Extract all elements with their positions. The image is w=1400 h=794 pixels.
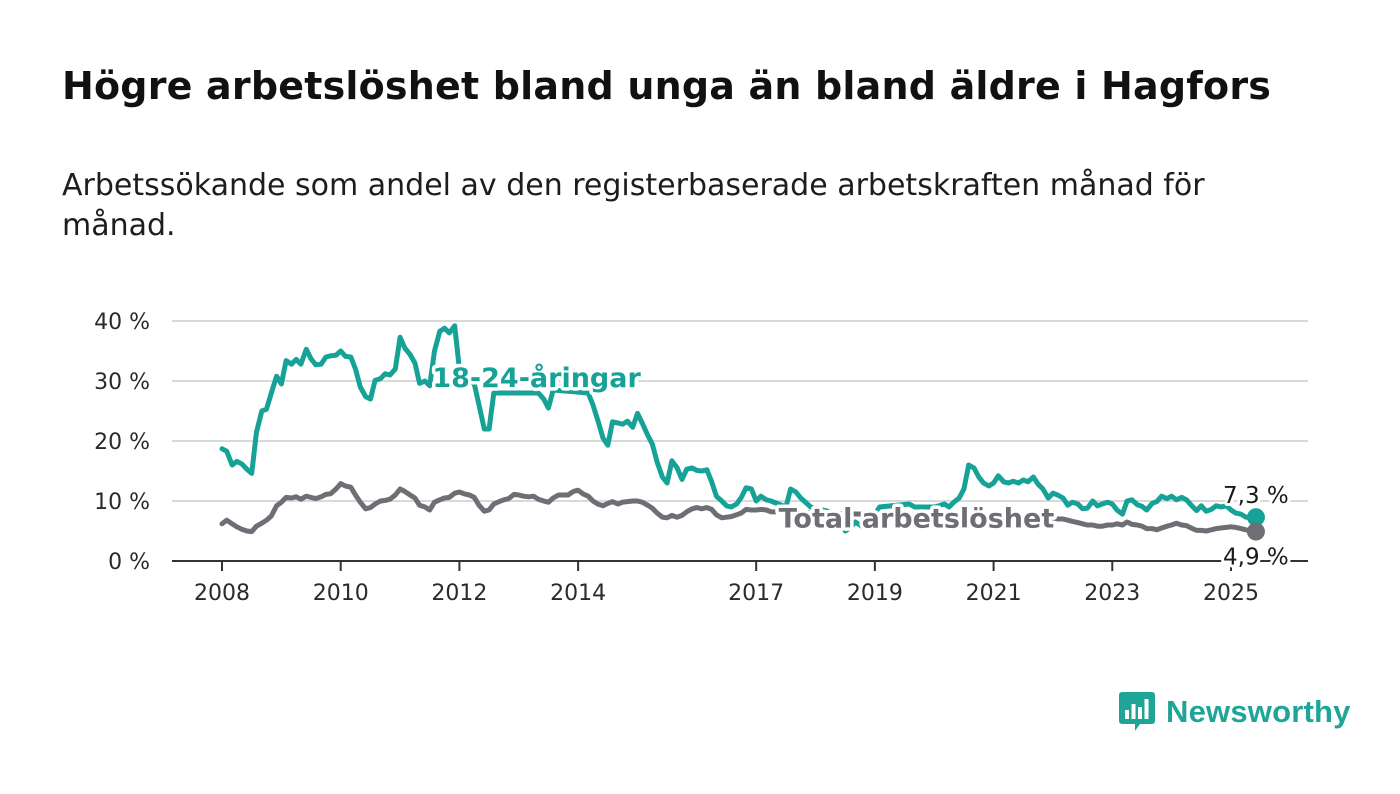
- logo-text: Newsworthy: [1166, 694, 1351, 729]
- series-label-total: Total arbetslöshet: [779, 503, 1055, 534]
- x-axis-ticks: 2008 2010 2012 2014 2017 2019 2021 2023 2025: [172, 560, 1308, 606]
- end-value-halo: 4,9 %: [1223, 545, 1289, 571]
- end-dot-youth: [1246, 508, 1265, 527]
- x-tick-label: 2012: [431, 581, 487, 606]
- x-tick-label: 2021: [966, 581, 1022, 606]
- y-tick-label: 40 %: [94, 310, 150, 335]
- y-tick-label: 30 %: [94, 370, 150, 395]
- end-dot-total: [1246, 522, 1265, 541]
- x-tick-label: 2019: [847, 581, 903, 606]
- y-tick-label: 20 %: [94, 430, 150, 455]
- series-label-halo: 18-24-åringar: [432, 362, 641, 394]
- series-lines: [219, 323, 1259, 535]
- x-tick-label: 2017: [728, 581, 784, 606]
- end-value-total: 4,9 %: [1223, 545, 1289, 571]
- end-value-youth: 7,3 %: [1223, 483, 1289, 509]
- newsworthy-bar-chart-icon: [1119, 692, 1155, 731]
- x-tick-label: 2025: [1203, 581, 1259, 606]
- page-title: Högre arbetslöshet bland unga än bland ä…: [62, 64, 1272, 108]
- y-tick-label: 0 %: [108, 550, 150, 575]
- series-line-total: [219, 481, 1259, 535]
- x-tick-label: 2008: [194, 581, 250, 606]
- series-label-halo: Total arbetslöshet: [779, 503, 1055, 534]
- x-tick-label: 2023: [1084, 581, 1140, 606]
- series-line-youth: [219, 323, 1259, 534]
- end-values: 7,3 %7,3 %4,9 %4,9 %: [1220, 480, 1292, 573]
- x-tick-label: 2014: [550, 581, 606, 606]
- page-subtitle: Arbetssökande som andel av den registerb…: [62, 168, 1205, 243]
- series-label-youth: 18-24-åringar: [432, 362, 641, 394]
- end-value-halo: 7,3 %: [1223, 483, 1289, 509]
- gridlines: [172, 320, 1308, 502]
- x-tick-label: 2010: [313, 581, 369, 606]
- newsworthy-logo: Newsworthy: [1118, 690, 1351, 734]
- y-axis-ticks: 0 % 10 % 20 % 30 % 40 %: [94, 310, 150, 575]
- y-tick-label: 10 %: [94, 490, 150, 515]
